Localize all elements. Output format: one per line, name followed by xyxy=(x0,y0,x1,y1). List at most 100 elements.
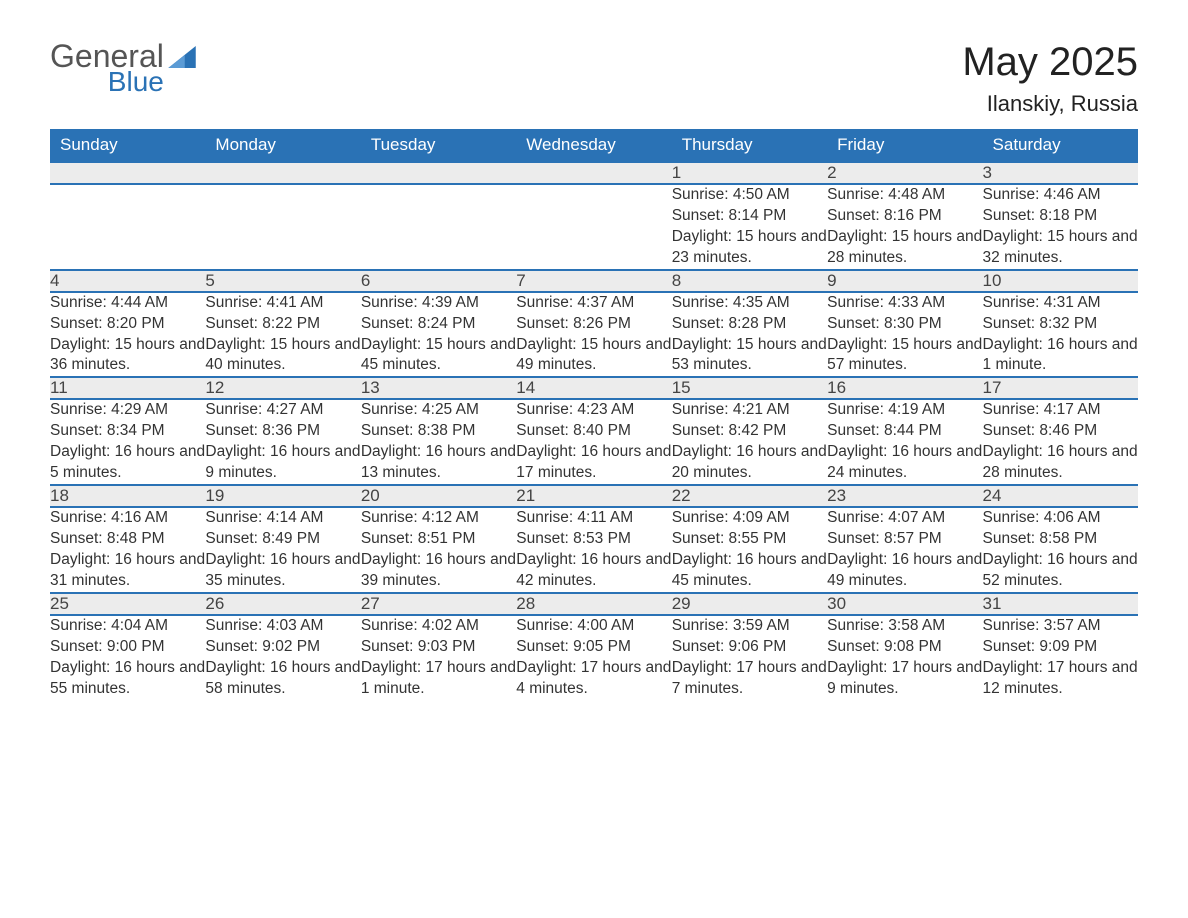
daylight-line: Daylight: 16 hours and 52 minutes. xyxy=(983,550,1138,592)
day-number: 9 xyxy=(827,270,982,292)
day-details: Sunrise: 4:03 AMSunset: 9:02 PMDaylight:… xyxy=(205,615,360,700)
day-details: Sunrise: 4:04 AMSunset: 9:00 PMDaylight:… xyxy=(50,615,205,700)
day-number: 2 xyxy=(827,162,982,184)
sunset-line: Sunset: 9:05 PM xyxy=(516,637,671,658)
daylight-line: Daylight: 16 hours and 45 minutes. xyxy=(672,550,827,592)
day-details: Sunrise: 4:44 AMSunset: 8:20 PMDaylight:… xyxy=(50,292,205,378)
daylight-line: Daylight: 17 hours and 12 minutes. xyxy=(983,658,1138,700)
day-details: Sunrise: 4:07 AMSunset: 8:57 PMDaylight:… xyxy=(827,507,982,593)
sunset-line: Sunset: 8:14 PM xyxy=(672,206,827,227)
day-details: Sunrise: 4:21 AMSunset: 8:42 PMDaylight:… xyxy=(672,399,827,485)
daylight-line: Daylight: 16 hours and 13 minutes. xyxy=(361,442,516,484)
empty-day-details xyxy=(205,184,360,270)
sunrise-line: Sunrise: 4:27 AM xyxy=(205,400,360,421)
sunset-line: Sunset: 8:58 PM xyxy=(983,529,1138,550)
daylight-line: Daylight: 15 hours and 32 minutes. xyxy=(983,227,1138,269)
sunrise-line: Sunrise: 4:46 AM xyxy=(983,185,1138,206)
day-details: Sunrise: 4:16 AMSunset: 8:48 PMDaylight:… xyxy=(50,507,205,593)
page-title: May 2025 xyxy=(962,40,1138,85)
logo-text: General Blue xyxy=(50,40,164,96)
day-details: Sunrise: 4:29 AMSunset: 8:34 PMDaylight:… xyxy=(50,399,205,485)
sunset-line: Sunset: 8:48 PM xyxy=(50,529,205,550)
sunrise-line: Sunrise: 4:29 AM xyxy=(50,400,205,421)
empty-day-number xyxy=(361,162,516,184)
weekday-header: Thursday xyxy=(672,129,827,162)
sunset-line: Sunset: 8:32 PM xyxy=(983,314,1138,335)
daylight-line: Daylight: 15 hours and 28 minutes. xyxy=(827,227,982,269)
daylight-line: Daylight: 16 hours and 42 minutes. xyxy=(516,550,671,592)
day-number: 18 xyxy=(50,485,205,507)
day-number-row: 11121314151617 xyxy=(50,377,1138,399)
day-number: 3 xyxy=(983,162,1138,184)
empty-day-details xyxy=(361,184,516,270)
empty-day-number xyxy=(50,162,205,184)
day-details: Sunrise: 4:19 AMSunset: 8:44 PMDaylight:… xyxy=(827,399,982,485)
day-number: 30 xyxy=(827,593,982,615)
sunset-line: Sunset: 8:24 PM xyxy=(361,314,516,335)
daylight-line: Daylight: 15 hours and 57 minutes. xyxy=(827,335,982,377)
sunset-line: Sunset: 8:28 PM xyxy=(672,314,827,335)
day-number: 29 xyxy=(672,593,827,615)
weekday-header: Saturday xyxy=(983,129,1138,162)
daylight-line: Daylight: 15 hours and 23 minutes. xyxy=(672,227,827,269)
day-number: 19 xyxy=(205,485,360,507)
sunrise-line: Sunrise: 4:02 AM xyxy=(361,616,516,637)
day-details: Sunrise: 4:14 AMSunset: 8:49 PMDaylight:… xyxy=(205,507,360,593)
day-number: 21 xyxy=(516,485,671,507)
day-details: Sunrise: 4:12 AMSunset: 8:51 PMDaylight:… xyxy=(361,507,516,593)
day-number: 6 xyxy=(361,270,516,292)
day-number: 22 xyxy=(672,485,827,507)
day-details: Sunrise: 4:35 AMSunset: 8:28 PMDaylight:… xyxy=(672,292,827,378)
logo: General Blue xyxy=(50,40,196,96)
day-details: Sunrise: 3:57 AMSunset: 9:09 PMDaylight:… xyxy=(983,615,1138,700)
day-number: 25 xyxy=(50,593,205,615)
day-number: 10 xyxy=(983,270,1138,292)
sunset-line: Sunset: 8:16 PM xyxy=(827,206,982,227)
day-details-row: Sunrise: 4:04 AMSunset: 9:00 PMDaylight:… xyxy=(50,615,1138,700)
day-number: 31 xyxy=(983,593,1138,615)
sunrise-line: Sunrise: 4:11 AM xyxy=(516,508,671,529)
day-number: 4 xyxy=(50,270,205,292)
sunset-line: Sunset: 9:08 PM xyxy=(827,637,982,658)
daylight-line: Daylight: 15 hours and 40 minutes. xyxy=(205,335,360,377)
daylight-line: Daylight: 16 hours and 58 minutes. xyxy=(205,658,360,700)
weekday-header: Friday xyxy=(827,129,982,162)
header: General Blue May 2025 Ilanskiy, Russia xyxy=(50,40,1138,117)
day-details: Sunrise: 4:00 AMSunset: 9:05 PMDaylight:… xyxy=(516,615,671,700)
sunrise-line: Sunrise: 4:21 AM xyxy=(672,400,827,421)
sunrise-line: Sunrise: 4:03 AM xyxy=(205,616,360,637)
sunrise-line: Sunrise: 3:57 AM xyxy=(983,616,1138,637)
sunset-line: Sunset: 9:06 PM xyxy=(672,637,827,658)
sunset-line: Sunset: 8:34 PM xyxy=(50,421,205,442)
sunset-line: Sunset: 8:20 PM xyxy=(50,314,205,335)
sunrise-line: Sunrise: 4:35 AM xyxy=(672,293,827,314)
sunrise-line: Sunrise: 4:06 AM xyxy=(983,508,1138,529)
day-details: Sunrise: 4:17 AMSunset: 8:46 PMDaylight:… xyxy=(983,399,1138,485)
day-details: Sunrise: 4:46 AMSunset: 8:18 PMDaylight:… xyxy=(983,184,1138,270)
daylight-line: Daylight: 17 hours and 1 minute. xyxy=(361,658,516,700)
day-number: 23 xyxy=(827,485,982,507)
daylight-line: Daylight: 15 hours and 45 minutes. xyxy=(361,335,516,377)
sunset-line: Sunset: 8:46 PM xyxy=(983,421,1138,442)
day-details: Sunrise: 4:37 AMSunset: 8:26 PMDaylight:… xyxy=(516,292,671,378)
day-details-row: Sunrise: 4:16 AMSunset: 8:48 PMDaylight:… xyxy=(50,507,1138,593)
sunset-line: Sunset: 8:49 PM xyxy=(205,529,360,550)
day-number: 16 xyxy=(827,377,982,399)
day-details: Sunrise: 4:41 AMSunset: 8:22 PMDaylight:… xyxy=(205,292,360,378)
day-number: 17 xyxy=(983,377,1138,399)
sunrise-line: Sunrise: 4:07 AM xyxy=(827,508,982,529)
daylight-line: Daylight: 16 hours and 55 minutes. xyxy=(50,658,205,700)
day-details: Sunrise: 4:09 AMSunset: 8:55 PMDaylight:… xyxy=(672,507,827,593)
title-block: May 2025 Ilanskiy, Russia xyxy=(962,40,1138,117)
sunset-line: Sunset: 8:38 PM xyxy=(361,421,516,442)
daylight-line: Daylight: 17 hours and 4 minutes. xyxy=(516,658,671,700)
daylight-line: Daylight: 15 hours and 49 minutes. xyxy=(516,335,671,377)
daylight-line: Daylight: 17 hours and 7 minutes. xyxy=(672,658,827,700)
daylight-line: Daylight: 16 hours and 17 minutes. xyxy=(516,442,671,484)
daylight-line: Daylight: 15 hours and 53 minutes. xyxy=(672,335,827,377)
sunset-line: Sunset: 8:53 PM xyxy=(516,529,671,550)
day-details: Sunrise: 4:39 AMSunset: 8:24 PMDaylight:… xyxy=(361,292,516,378)
day-details: Sunrise: 3:58 AMSunset: 9:08 PMDaylight:… xyxy=(827,615,982,700)
sunrise-line: Sunrise: 4:37 AM xyxy=(516,293,671,314)
sunset-line: Sunset: 9:03 PM xyxy=(361,637,516,658)
